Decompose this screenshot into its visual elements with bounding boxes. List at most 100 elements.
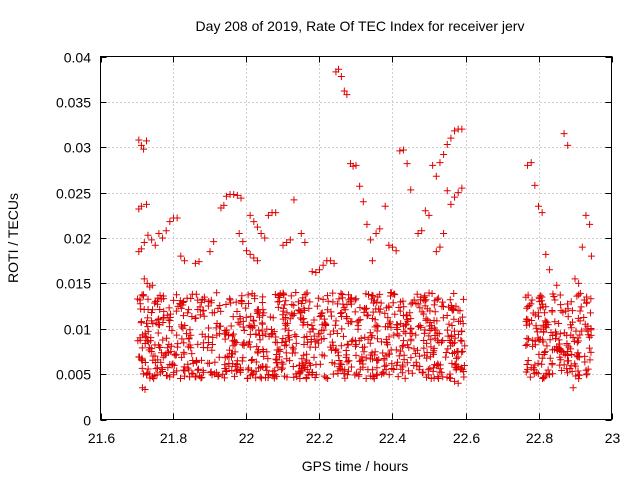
data-point — [578, 327, 586, 335]
data-point — [368, 295, 376, 303]
data-point — [303, 350, 311, 358]
data-point — [285, 327, 293, 335]
data-point — [419, 368, 427, 376]
data-point — [421, 207, 429, 215]
data-point — [523, 340, 531, 348]
data-point — [281, 301, 289, 309]
data-point — [431, 297, 439, 305]
data-point — [440, 151, 448, 159]
data-point — [402, 329, 410, 337]
data-point — [302, 296, 310, 304]
data-point — [238, 292, 246, 300]
data-point — [226, 296, 234, 304]
data-point — [525, 302, 533, 310]
data-point — [256, 331, 264, 339]
data-point — [454, 379, 462, 387]
x-tick-label: 22.4 — [379, 430, 406, 446]
x-tick-label: 22.2 — [306, 430, 333, 446]
y-tick-label: 0.035 — [56, 95, 91, 111]
data-point — [587, 252, 595, 260]
data-point — [303, 332, 311, 340]
data-point — [177, 252, 185, 260]
data-point — [389, 243, 396, 251]
data-point — [158, 349, 166, 357]
data-point — [575, 371, 583, 379]
data-point — [235, 229, 243, 237]
data-point — [356, 182, 364, 190]
data-point — [407, 325, 415, 333]
data-point — [168, 327, 176, 335]
data-point — [328, 338, 336, 346]
data-point — [269, 314, 277, 322]
data-point — [574, 349, 582, 357]
data-point — [331, 360, 339, 368]
data-point — [292, 289, 300, 297]
data-point — [297, 308, 305, 316]
data-point — [569, 384, 577, 392]
data-point — [206, 248, 214, 256]
data-point — [352, 295, 360, 303]
data-point — [247, 322, 255, 330]
data-point — [135, 353, 143, 361]
data-point — [254, 306, 262, 314]
data-point — [429, 349, 437, 357]
data-point — [163, 344, 171, 352]
data-point — [141, 359, 149, 367]
data-point — [377, 299, 385, 307]
data-point — [452, 354, 460, 362]
data-point — [430, 347, 438, 355]
data-point — [334, 65, 342, 73]
data-point — [226, 295, 234, 303]
data-point — [165, 304, 173, 312]
data-point — [428, 290, 436, 298]
data-point — [549, 370, 557, 378]
data-point — [373, 327, 381, 335]
data-point — [295, 307, 303, 315]
data-point — [194, 340, 202, 348]
data-point — [537, 325, 545, 333]
data-point — [221, 361, 229, 369]
data-point — [307, 338, 315, 346]
data-point — [177, 304, 185, 312]
data-point — [266, 313, 274, 321]
data-point — [453, 364, 461, 372]
data-point — [136, 336, 144, 344]
data-point — [158, 366, 166, 374]
data-point — [344, 367, 352, 375]
data-point — [178, 323, 186, 331]
data-point — [306, 328, 314, 336]
data-point — [194, 366, 202, 374]
data-point — [201, 333, 209, 341]
data-point — [523, 321, 531, 329]
data-point — [379, 349, 387, 357]
data-point — [180, 257, 188, 265]
data-point — [586, 220, 594, 228]
x-tick-label: 21.6 — [88, 430, 115, 446]
data-point — [430, 316, 438, 324]
data-point — [576, 307, 584, 315]
data-point — [401, 374, 409, 382]
data-point — [373, 298, 381, 306]
data-point — [397, 365, 405, 373]
data-point — [545, 371, 553, 379]
data-point — [144, 306, 152, 314]
data-point — [253, 343, 261, 351]
data-point — [381, 309, 389, 317]
data-point — [565, 343, 573, 351]
data-point — [238, 300, 246, 308]
data-point — [208, 309, 216, 317]
data-point — [398, 343, 406, 351]
data-point — [261, 330, 269, 338]
data-point — [286, 357, 294, 365]
data-point — [341, 366, 349, 374]
data-point — [360, 348, 368, 356]
data-point — [423, 354, 431, 362]
data-point — [246, 250, 254, 258]
data-point — [352, 161, 360, 169]
data-point — [337, 310, 345, 318]
data-point — [142, 333, 150, 341]
data-point — [396, 147, 404, 155]
data-point — [264, 355, 272, 363]
data-point — [304, 338, 312, 346]
data-point — [339, 332, 347, 340]
